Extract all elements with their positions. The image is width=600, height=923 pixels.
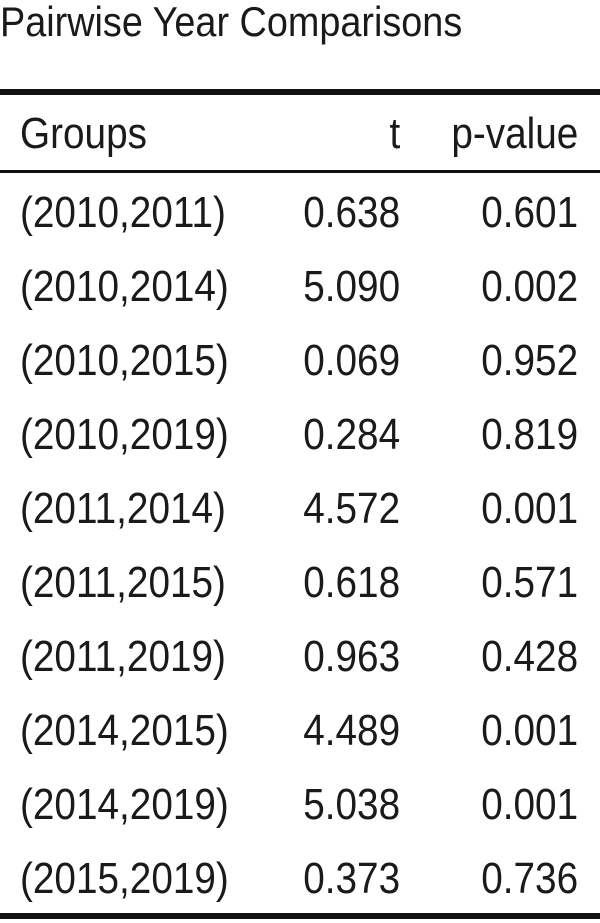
t-cell: 0.069 [303, 336, 400, 385]
p-value-cell: 0.001 [481, 706, 578, 755]
t-cell: 0.373 [303, 854, 400, 903]
t-cell: 0.963 [303, 632, 400, 681]
groups-cell: (2010,2015) [20, 336, 229, 385]
groups-cell: (2011,2014) [20, 484, 226, 533]
header-cell: Groups [20, 109, 147, 158]
groups-cell: (2010,2014) [20, 262, 229, 311]
header-cell: p-value [451, 109, 578, 158]
t-cell: 5.038 [303, 780, 400, 829]
table-title: Pairwise Year Comparisons [0, 0, 463, 45]
top-rule [0, 89, 600, 95]
p-value-cell: 0.819 [481, 410, 578, 459]
groups-cell: (2014,2019) [20, 780, 229, 829]
groups-cell: (2010,2011) [20, 188, 226, 237]
p-value-cell: 0.601 [481, 188, 578, 237]
p-value-cell: 0.002 [481, 262, 578, 311]
t-cell: 0.638 [303, 188, 400, 237]
p-value-cell: 0.001 [481, 780, 578, 829]
groups-cell: (2014,2015) [20, 706, 229, 755]
header-rule [0, 170, 600, 173]
t-cell: 5.090 [303, 262, 400, 311]
groups-cell: (2015,2019) [20, 854, 229, 903]
t-cell: 0.284 [303, 410, 400, 459]
p-value-cell: 0.736 [481, 854, 578, 903]
bottom-rule [0, 913, 600, 919]
t-cell: 0.618 [303, 558, 400, 607]
p-value-cell: 0.001 [481, 484, 578, 533]
t-cell: 4.572 [303, 484, 400, 533]
groups-cell: (2011,2015) [20, 558, 226, 607]
p-value-cell: 0.428 [481, 632, 578, 681]
t-cell: 4.489 [303, 706, 400, 755]
groups-cell: (2011,2019) [20, 632, 226, 681]
p-value-cell: 0.571 [481, 558, 578, 607]
groups-cell: (2010,2019) [20, 410, 229, 459]
p-value-cell: 0.952 [481, 336, 578, 385]
header-cell: t [389, 109, 400, 158]
